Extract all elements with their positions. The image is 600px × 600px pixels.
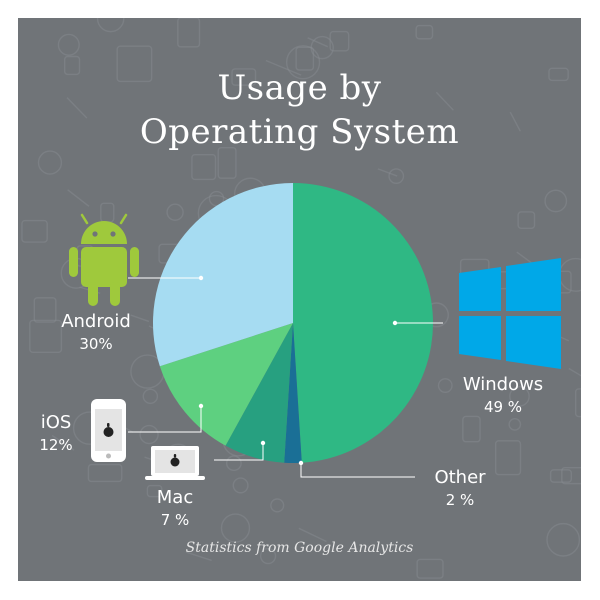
doodle-shape (435, 91, 454, 111)
doodle-shape (388, 168, 405, 185)
label-windows-pct: 49 % (483, 398, 523, 416)
label-mac-pct: 7 % (160, 511, 190, 529)
label-mac: Mac 7 % (140, 487, 210, 531)
doodle-shape (177, 18, 201, 48)
doodle-shape (377, 168, 398, 177)
leader-dot-mac (260, 440, 266, 446)
doodle-shape (298, 527, 327, 543)
pie-slice-other (284, 323, 302, 463)
doodle-shape (142, 388, 159, 405)
doodle-shape (96, 18, 125, 33)
doodle-shape (462, 415, 481, 443)
label-ios-pct: 12% (39, 436, 73, 454)
doodle-shape (310, 35, 334, 60)
doodle-shape (130, 314, 150, 323)
iphone-icon (91, 399, 126, 462)
leader-dot-ios (198, 403, 204, 409)
doodle-shape (21, 219, 48, 243)
doodle-shape (220, 513, 251, 543)
label-other: Other 2 % (420, 467, 500, 511)
doodle-shape (29, 319, 63, 354)
label-ios-name: iOS (40, 412, 72, 433)
doodle-shape (259, 547, 277, 565)
doodle-shape (568, 367, 581, 377)
doodle-shape (265, 59, 302, 76)
doodle-shape (508, 418, 522, 431)
leader-line-mac (214, 443, 264, 461)
leader-line-ios (128, 406, 202, 433)
doodle-shape (416, 558, 444, 579)
doodle-shape (574, 388, 581, 418)
doodle-shape (87, 463, 123, 483)
doodle-shape (285, 45, 321, 80)
infographic-card: Usage by Operating System (18, 18, 581, 581)
doodle-shape (139, 424, 159, 445)
doodle-shape (517, 211, 536, 229)
chart-title: Usage by Operating System (18, 66, 581, 154)
doodle-shape (225, 455, 242, 472)
pie-slice-ios (159, 323, 293, 446)
title-line-1: Usage by (217, 68, 382, 108)
leader-dot-android (198, 275, 204, 281)
doodle-shape (270, 498, 285, 513)
title-line-2: Operating System (139, 112, 460, 152)
doodle-shape (116, 45, 153, 83)
doodle-shape (231, 68, 257, 86)
label-android-name: Android (61, 311, 131, 332)
doodle-shape (437, 378, 453, 394)
pie-slice-android (152, 183, 293, 367)
doodle-shape (509, 111, 521, 132)
pie-slice-windows (293, 183, 434, 463)
label-other-name: Other (434, 467, 486, 488)
doodle-shape (63, 55, 81, 76)
doodle-shape (37, 150, 63, 175)
leader-dot-windows (392, 320, 398, 326)
pie-slice-mac (225, 323, 293, 463)
leader-dot-other (298, 460, 304, 466)
label-other-pct: 2 % (445, 491, 475, 509)
doodle-shape (561, 466, 581, 485)
doodle-shape (51, 434, 75, 451)
leader-line-other (300, 463, 415, 478)
doodle-shape (67, 189, 90, 207)
doodle-shape (415, 24, 434, 40)
doodle-shape (544, 189, 568, 213)
doodle-shape (548, 67, 569, 82)
doodle-shape (549, 469, 573, 483)
doodle-shape (57, 33, 80, 56)
doodle-shape (546, 522, 581, 557)
label-android: Android 30% (46, 311, 146, 355)
source-footnote: Statistics from Google Analytics (185, 540, 414, 556)
label-windows: Windows 49 % (443, 374, 563, 418)
pie-chart (69, 183, 561, 480)
doodle-shape (307, 37, 329, 48)
doodle-shape (217, 146, 237, 179)
doodle-shape (33, 297, 57, 323)
label-mac-name: Mac (156, 487, 194, 508)
android-icon (69, 213, 139, 306)
label-android-pct: 30% (79, 335, 113, 353)
doodle-shape (166, 203, 184, 221)
doodle-shape (329, 30, 350, 52)
doodle-shape (191, 153, 217, 181)
doodle-shape (494, 440, 522, 476)
doodle-shape (66, 97, 88, 119)
doodle-shape (185, 551, 212, 562)
label-windows-name: Windows (462, 374, 544, 395)
doodle-shape (146, 484, 163, 498)
windows-icon (459, 258, 561, 369)
doodle-shape (295, 46, 315, 71)
label-ios: iOS 12% (26, 412, 86, 456)
doodle-shape (232, 477, 249, 494)
doodle-shape (509, 385, 530, 407)
macbook-icon (145, 446, 205, 480)
